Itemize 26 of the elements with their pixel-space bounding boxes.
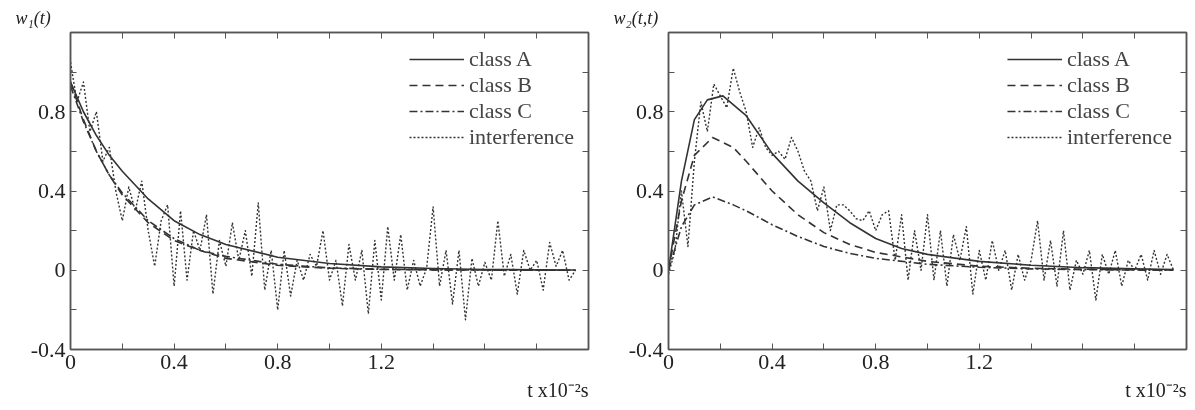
legend-label: interference: [468, 124, 574, 150]
legend-label: class A: [1066, 46, 1130, 72]
x-axis-title: t x10⁻²s: [527, 378, 589, 401]
legend-label: class C: [1066, 98, 1130, 124]
x-tick-label: 1.2: [965, 348, 994, 374]
legend-label: class B: [1066, 72, 1130, 98]
x-axis-title: t x10⁻²s: [1125, 378, 1187, 401]
y-tick-label: 0.8: [636, 98, 664, 124]
y-tick-label: -0.4: [628, 336, 664, 362]
legend-label: interference: [1066, 124, 1172, 150]
y-tick-label: 0: [54, 257, 66, 283]
y-tick-label: -0.4: [30, 336, 66, 362]
y-tick-label: 0.8: [38, 98, 66, 124]
y-tick-label: 0.4: [38, 178, 66, 203]
legend-label: class C: [468, 98, 532, 124]
y-tick-label: 0: [652, 257, 664, 283]
x-tick-label: 1.2: [367, 348, 396, 374]
x-tick-label: 0.8: [263, 348, 292, 374]
x-tick-label: 0.8: [861, 348, 890, 374]
legend-label: class B: [468, 72, 532, 98]
x-tick-label: 0.4: [758, 348, 786, 374]
y-axis-title: w₁(t): [15, 7, 51, 29]
y-axis-title: w₂(t,t): [613, 7, 659, 29]
x-tick-label: 0.4: [160, 348, 188, 374]
y-tick-label: 0.4: [636, 178, 664, 203]
legend-label: class A: [468, 46, 532, 72]
